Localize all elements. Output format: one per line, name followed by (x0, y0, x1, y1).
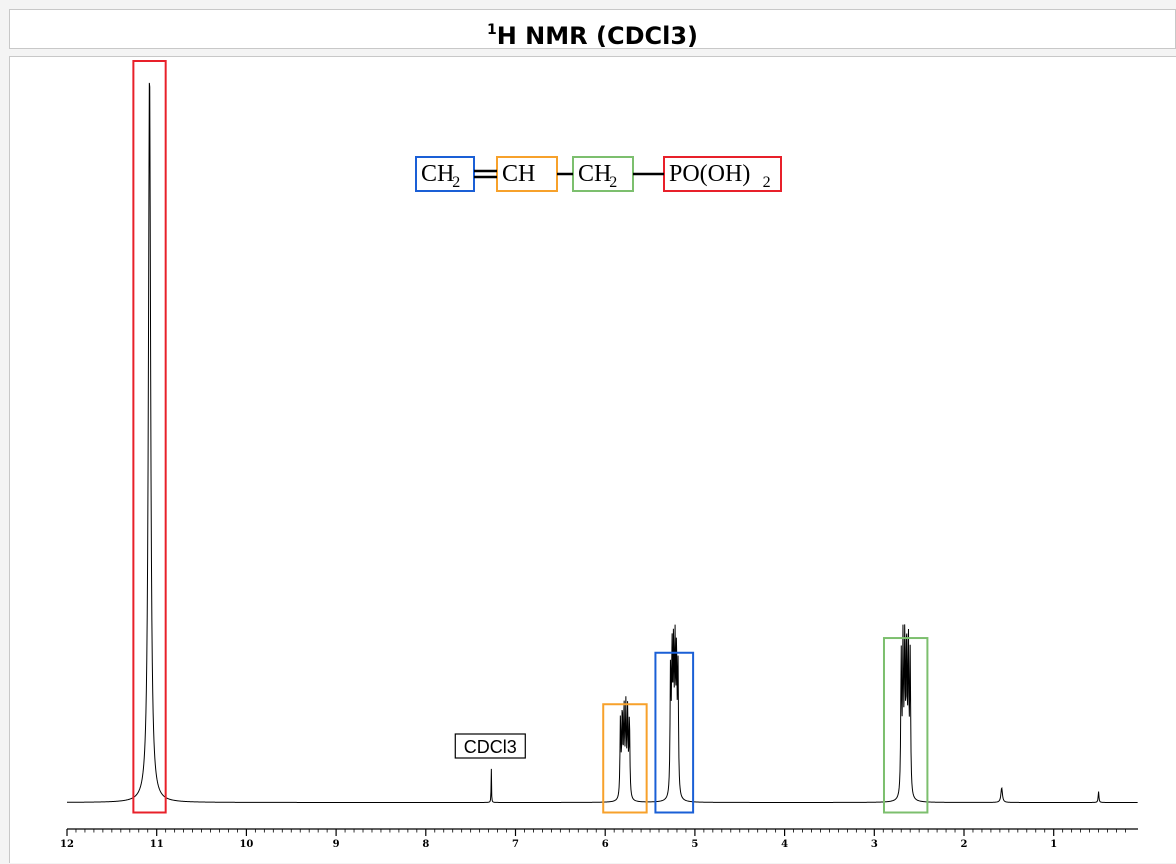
tick-label: 1 (1050, 839, 1057, 850)
structure-formula: CH2 CH CH2 PO(OH) 2 (415, 156, 782, 192)
tick-label: 10 (239, 839, 253, 850)
tick-label: 7 (512, 839, 519, 850)
solvent-label-box (454, 733, 526, 759)
tick-label: 2 (961, 839, 968, 850)
peak-box-blue (654, 651, 695, 814)
tick-label: 4 (781, 839, 788, 850)
structure-group-label: CH (502, 161, 535, 187)
structure-group-label: CH (421, 161, 454, 187)
tick-label: 6 (602, 839, 609, 850)
title-text: H NMR (CDCl3) (496, 22, 698, 50)
structure-group-subscript: 2 (609, 174, 617, 191)
title-superscript: 1 (486, 22, 497, 38)
peak-box-green (882, 637, 929, 814)
structure-group-subscript: 2 (763, 174, 771, 191)
tick-label: 11 (150, 839, 164, 850)
structure-group-label: CH (578, 161, 611, 187)
peak-box-red (132, 60, 167, 814)
tick-label: 5 (691, 839, 698, 850)
peak-box-orange (602, 703, 648, 814)
tick-label: 3 (871, 839, 878, 850)
spectrum-panel: CDCl3 12 11 10 9 8 7 6 5 4 3 2 1 CH 2 CH CH 2 PO(OH) 2 (9, 56, 1176, 863)
structure-box-blue (415, 156, 475, 192)
tick-label: 12 (60, 839, 74, 850)
chart-title: 1H NMR (CDCl3) (9, 9, 1176, 50)
tick-label: 9 (333, 839, 340, 850)
solvent-label: CDCl3 (464, 737, 517, 757)
structure-group-label: PO(OH) (669, 161, 750, 187)
tick-label: 8 (422, 839, 429, 850)
structure-group-subscript: 2 (452, 174, 460, 191)
